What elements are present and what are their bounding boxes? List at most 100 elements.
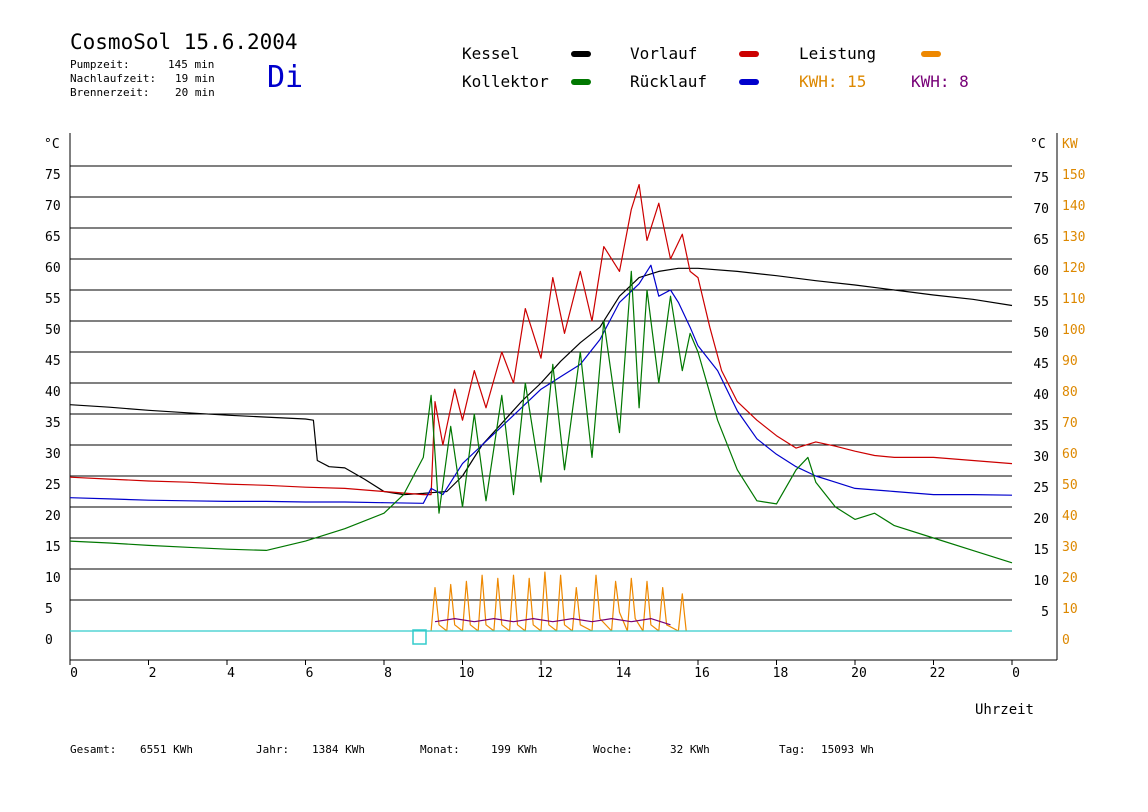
x-tick-label: 12: [537, 666, 553, 681]
y-tick-label-left: 55: [45, 292, 61, 307]
total-monat-value: 199 KWh: [491, 743, 538, 756]
x-tick-label: 18: [773, 666, 789, 681]
x-tick-label: 0: [70, 666, 78, 681]
total-jahr-label: Jahr:: [256, 743, 290, 756]
y-tick-label-left: 0: [45, 633, 53, 648]
series-line-vorlauf: [69, 184, 1013, 496]
y-tick-label-right-temp: 65: [1033, 233, 1049, 248]
legend-kwh2-value: 8: [959, 72, 969, 91]
total-gesamt-label: Gesamt:: [70, 743, 117, 756]
y-tick-label-right-power: 30: [1062, 540, 1078, 555]
y-tick-label-right-temp: 40: [1033, 388, 1049, 403]
grid-lines: [70, 165, 1012, 632]
x-tick-label: 20: [851, 666, 867, 681]
y-tick-label-right-temp: 50: [1033, 326, 1049, 341]
x-tick-label: 4: [227, 666, 235, 681]
total-tag-value: 15093 Wh: [821, 743, 874, 756]
y-axis-right-temp-label: °C: [1030, 137, 1046, 152]
series-line-kollektor: [69, 270, 1013, 564]
y-axis-right-power-label: KW: [1062, 137, 1078, 152]
legend-kollektor-swatch: [571, 79, 591, 85]
y-tick-label-right-temp: 30: [1033, 450, 1049, 465]
legend-kwh1: KWH: 15: [799, 72, 866, 91]
weekday-label: Di: [267, 60, 304, 95]
x-tick-label: 22: [930, 666, 946, 681]
series-line-rcklauf: [69, 264, 1013, 504]
y-tick-label-right-temp: 45: [1033, 357, 1049, 372]
total-jahr-value: 1384 KWh: [312, 743, 365, 756]
info-pumpzeit: Pumpzeit:: [70, 58, 130, 71]
info-nachlaufzeit-label: Nachlaufzeit:: [70, 72, 157, 85]
info-pumpzeit-label: Pumpzeit:: [70, 58, 130, 71]
legend-kessel-swatch: [571, 51, 591, 57]
x-tick-label: 8: [384, 666, 392, 681]
info-brennerzeit-value: 20 min: [175, 86, 215, 99]
y-tick-label-right-power: 60: [1062, 447, 1078, 462]
y-tick-label-right-temp: 20: [1033, 512, 1049, 527]
series-line-kessel: [69, 267, 1013, 496]
y-tick-label-right-power: 0: [1062, 633, 1070, 648]
y-tick-label-right-power: 90: [1062, 354, 1078, 369]
x-tick-label: 16: [694, 666, 710, 681]
x-tick-label: 2: [149, 666, 157, 681]
y-tick-label-left: 15: [45, 540, 61, 555]
y-tick-label-right-temp: 60: [1033, 264, 1049, 279]
legend-kwh2-label: KWH:: [911, 72, 950, 91]
total-woche-label: Woche:: [593, 743, 633, 756]
y-tick-label-left: 50: [45, 323, 61, 338]
y-tick-label-right-power: 80: [1062, 385, 1078, 400]
series-line-leistung: [430, 571, 687, 632]
legend-vorlauf-swatch: [739, 51, 759, 57]
y-tick-label-right-temp: 25: [1033, 481, 1049, 496]
y-tick-label-left: 25: [45, 478, 61, 493]
y-tick-label-right-power: 50: [1062, 478, 1078, 493]
legend-kessel-label: Kessel: [462, 44, 520, 63]
legend-ruecklauf-swatch: [739, 79, 759, 85]
y-tick-label-right-power: 140: [1062, 199, 1085, 214]
y-tick-label-left: 40: [45, 385, 61, 400]
chart-title: CosmoSol 15.6.2004: [70, 30, 298, 54]
series-lines: [69, 184, 1013, 632]
y-tick-label-left: 45: [45, 354, 61, 369]
y-tick-label-left: 70: [45, 199, 61, 214]
y-tick-label-right-power: 10: [1062, 602, 1078, 617]
x-tick-label: 10: [459, 666, 475, 681]
legend-kollektor-label: Kollektor: [462, 72, 549, 91]
info-pumpzeit-value: 145 min: [168, 58, 215, 71]
y-tick-label-right-power: 70: [1062, 416, 1078, 431]
tick-labels: 0 2 4 6 8 10 12 14 16 18 20 22 0 0 5 10 15 20 25 30 35 40 45 50…: [45, 168, 1085, 681]
y-tick-label-right-power: 40: [1062, 509, 1078, 524]
x-axis-label: Uhrzeit: [975, 702, 1034, 718]
total-woche-value: 32 KWh: [670, 743, 710, 756]
x-tick-label: 14: [616, 666, 632, 681]
y-tick-label-right-power: 130: [1062, 230, 1085, 245]
y-tick-label-right-power: 120: [1062, 261, 1085, 276]
y-tick-label-right-power: 20: [1062, 571, 1078, 586]
y-tick-label-right-temp: 10: [1033, 574, 1049, 589]
info-nachlaufzeit-value: 19 min: [175, 72, 215, 85]
legend-kwh1-value: 15: [847, 72, 867, 91]
legend-ruecklauf-label: Rücklauf: [630, 72, 708, 91]
x-tick-label: 0: [1012, 666, 1020, 681]
y-tick-label-right-temp: 75: [1033, 171, 1049, 186]
y-tick-label-right-power: 100: [1062, 323, 1085, 338]
y-tick-label-left: 5: [45, 602, 53, 617]
total-gesamt-value: 6551 KWh: [140, 743, 193, 756]
axes: [69, 133, 1058, 665]
x-tick-label: 6: [306, 666, 314, 681]
y-tick-label-left: 65: [45, 230, 61, 245]
total-monat-label: Monat:: [420, 743, 460, 756]
legend-kwh2: KWH: 8: [911, 72, 969, 91]
y-tick-label-right-temp: 55: [1033, 295, 1049, 310]
y-tick-label-right-temp: 70: [1033, 202, 1049, 217]
series-line-zusatz: [434, 617, 671, 626]
legend-leistung-swatch: [921, 51, 941, 57]
y-axis-left-label: °C: [44, 137, 60, 152]
y-tick-label-right-power: 150: [1062, 168, 1085, 183]
legend-vorlauf-label: Vorlauf: [630, 44, 698, 63]
y-tick-label-right-temp: 15: [1033, 543, 1049, 558]
y-tick-label-right-temp: 35: [1033, 419, 1049, 434]
y-tick-label-right-power: 110: [1062, 292, 1085, 307]
y-tick-label-left: 60: [45, 261, 61, 276]
